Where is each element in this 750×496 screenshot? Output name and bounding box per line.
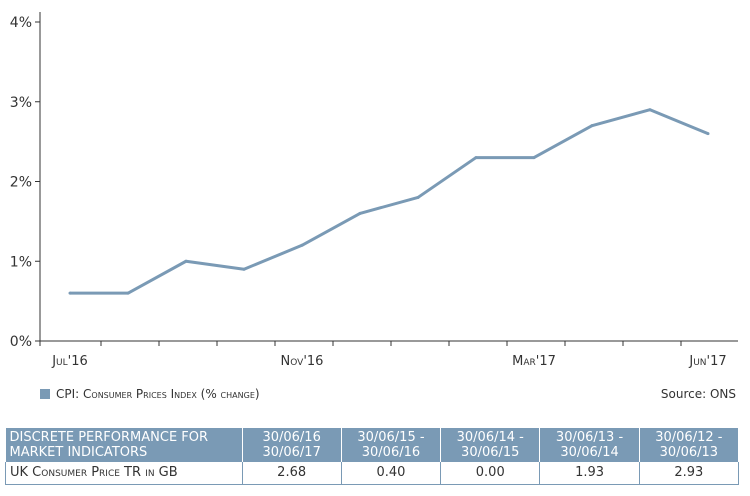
table-header-period: 30/06/13 - 30/06/14 [539, 428, 640, 462]
table-header-period: 30/06/12 - 30/06/13 [639, 428, 740, 462]
line-chart: 0% 1% 2% 3% 4% Jul'16 Nov'16 Mar'17 Jun'17 [10, 12, 738, 369]
x-axis: Jul'16 Nov'16 Mar'17 Jun'17 [39, 340, 738, 369]
legend-swatch [40, 389, 50, 399]
series-line [70, 108, 709, 295]
data-point [416, 195, 420, 199]
data-point [126, 291, 130, 295]
table-cell: 0.00 [440, 462, 541, 485]
data-point [358, 211, 362, 215]
table-header-period: 30/06/14 - 30/06/15 [440, 428, 541, 462]
x-tick-label: Nov'16 [281, 354, 324, 369]
x-tick-label: Mar'17 [512, 354, 556, 369]
y-tick-label: 4% [10, 15, 32, 31]
data-point [184, 259, 188, 263]
series-layer [68, 108, 710, 295]
y-tick-label: 3% [10, 95, 32, 111]
data-point [68, 291, 72, 295]
table-header-row: Discrete performance for market indicato… [5, 428, 740, 462]
data-point [648, 108, 652, 112]
source-note: Source: ONS [660, 387, 736, 401]
chart-legend: CPI: Consumer Prices Index (% change) [40, 387, 260, 401]
performance-table: Discrete performance for market indicato… [5, 428, 740, 485]
data-point [242, 267, 246, 271]
table-header-period: 30/06/15 - 30/06/16 [341, 428, 442, 462]
x-tick-label: Jul'16 [51, 354, 88, 369]
table-cell: 0.40 [341, 462, 442, 485]
data-point [474, 156, 478, 160]
table-row-label: UK Consumer Price TR in GB [5, 462, 243, 485]
data-point [590, 124, 594, 128]
y-tick-label: 2% [10, 175, 32, 191]
data-point [532, 156, 536, 160]
table-header-label: Discrete performance for market indicato… [5, 428, 243, 462]
table-cell: 2.68 [242, 462, 342, 485]
y-tick-label: 1% [10, 254, 32, 270]
table-cell: 2.93 [639, 462, 740, 485]
table-header-period: 30/06/16 30/06/17 [242, 428, 342, 462]
y-tick-label: 0% [10, 334, 32, 350]
x-tick-label: Jun'17 [688, 354, 726, 369]
legend-label: CPI: Consumer Prices Index (% change) [56, 387, 260, 401]
table-cell: 1.93 [539, 462, 640, 485]
data-point [300, 243, 304, 247]
data-point [706, 132, 710, 136]
y-axis: 0% 1% 2% 3% 4% [10, 12, 41, 350]
table-row: UK Consumer Price TR in GB 2.68 0.40 0.0… [5, 462, 740, 485]
